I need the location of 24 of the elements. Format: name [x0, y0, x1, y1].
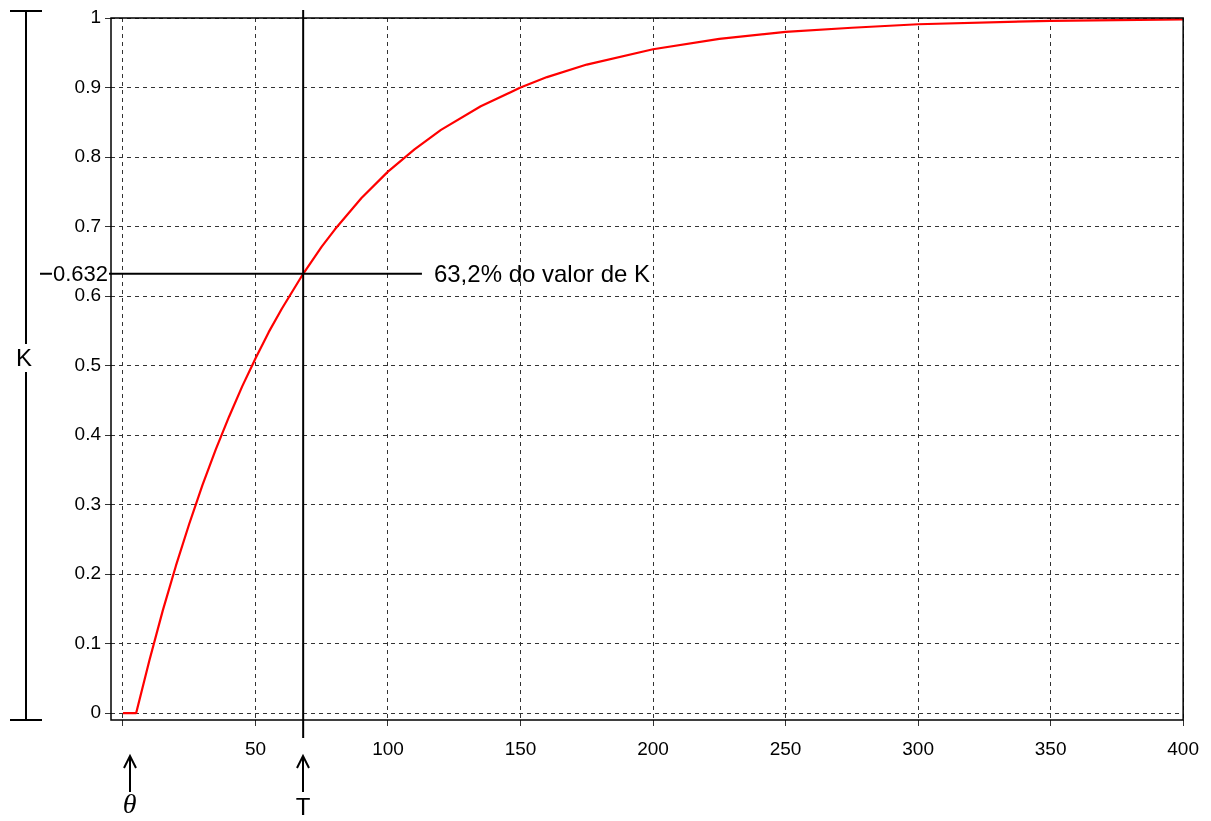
x-tick-label: 300: [902, 737, 934, 759]
x-tick-label: 250: [769, 737, 802, 759]
y-tick-label: 0.8: [74, 145, 101, 167]
x-tick-label: 100: [372, 737, 404, 759]
y-tick-label: 0.9: [74, 75, 101, 97]
text: K: [14, 343, 35, 372]
x-tick-label: 150: [504, 737, 537, 759]
y-tick-label: 0.4: [74, 423, 102, 445]
y-tick-label: 0.1: [74, 631, 101, 653]
annotation: 63,2% do valor de K: [433, 258, 651, 289]
ref-line-label: 0.632: [52, 260, 108, 286]
x-tick-label: 50: [244, 737, 267, 759]
annotation: θ: [122, 788, 137, 820]
y-tick-label: 0.5: [74, 353, 101, 375]
y-tick-label: 0: [90, 701, 101, 723]
x-tick-label: 350: [1034, 737, 1067, 759]
y-tick-label: 0.2: [74, 562, 101, 584]
y-tick-label: 0.6: [74, 284, 101, 306]
x-tick-label: 400: [1167, 737, 1199, 759]
y-tick-label: 0.7: [74, 214, 101, 236]
y-tick-label: 1: [90, 6, 101, 28]
y-tick-label: 0.3: [74, 492, 101, 514]
ref-line-label: T: [295, 792, 311, 820]
x-tick-label: 200: [637, 737, 669, 759]
